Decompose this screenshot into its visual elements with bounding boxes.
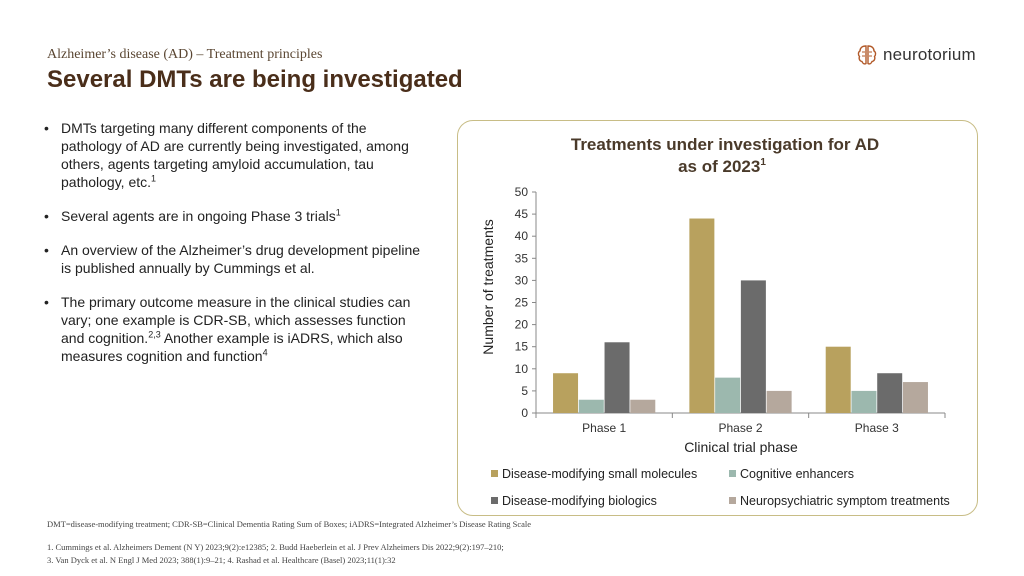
legend-swatch xyxy=(491,470,498,477)
bar xyxy=(553,373,579,413)
legend-swatch xyxy=(729,497,736,504)
legend-swatch xyxy=(491,497,498,504)
y-tick-label: 45 xyxy=(515,207,529,221)
y-axis-label: Number of treatments xyxy=(480,219,496,354)
legend-swatch xyxy=(729,470,736,477)
legend-label: Cognitive enhancers xyxy=(740,467,854,481)
chart-frame xyxy=(457,120,978,516)
x-tick-label: Phase 3 xyxy=(855,421,899,435)
reference-line: 3. Van Dyck et al. N Engl J Med 2023; 38… xyxy=(47,555,396,565)
y-tick-label: 35 xyxy=(515,251,529,265)
bar xyxy=(578,399,604,413)
y-tick-label: 10 xyxy=(515,362,529,376)
bar xyxy=(902,382,928,413)
bullet-list: DMTs targeting many different components… xyxy=(43,119,423,381)
bar xyxy=(766,390,792,413)
chart-title-line1: Treatments under investigation for AD xyxy=(571,135,879,154)
bar xyxy=(825,346,851,413)
y-tick-label: 20 xyxy=(515,318,529,332)
bullet-item: DMTs targeting many different components… xyxy=(43,119,423,191)
bar xyxy=(715,377,741,413)
legend-label: Disease-modifying small molecules xyxy=(502,467,697,481)
slide-subtitle: Alzheimer’s disease (AD) – Treatment pri… xyxy=(47,47,323,62)
logo-text: neurotorium xyxy=(883,45,976,64)
x-tick-label: Phase 1 xyxy=(582,421,626,435)
y-tick-label: 25 xyxy=(515,296,529,310)
bullet-item: Several agents are in ongoing Phase 3 tr… xyxy=(43,207,423,225)
y-tick-label: 5 xyxy=(521,384,528,398)
bar xyxy=(689,218,715,413)
bullet-item: An overview of the Alzheimer’s drug deve… xyxy=(43,241,423,277)
x-axis-label: Clinical trial phase xyxy=(684,439,798,455)
bar xyxy=(851,390,877,413)
bar xyxy=(630,399,656,413)
abbreviations-footnote: DMT=disease-modifying treatment; CDR-SB=… xyxy=(47,519,532,529)
bar xyxy=(740,280,766,413)
legend-label: Disease-modifying biologics xyxy=(502,494,657,508)
bullet-item: The primary outcome measure in the clini… xyxy=(43,293,423,365)
y-tick-label: 50 xyxy=(515,185,529,199)
slide-title: Several DMTs are being investigated xyxy=(47,66,463,93)
bar xyxy=(877,373,903,413)
legend-label: Neuropsychiatric symptom treatments xyxy=(740,494,950,508)
reference-line: 1. Cummings et al. Alzheimers Dement (N … xyxy=(47,542,504,552)
y-tick-label: 0 xyxy=(521,406,528,420)
y-tick-label: 30 xyxy=(515,273,529,287)
x-tick-label: Phase 2 xyxy=(718,421,762,435)
y-tick-label: 40 xyxy=(515,229,529,243)
bar xyxy=(604,342,630,413)
chart-title-line2: as of 20231 xyxy=(678,157,766,176)
brain-icon xyxy=(857,45,877,65)
y-tick-label: 15 xyxy=(515,340,529,354)
logo: neurotorium xyxy=(857,44,976,66)
